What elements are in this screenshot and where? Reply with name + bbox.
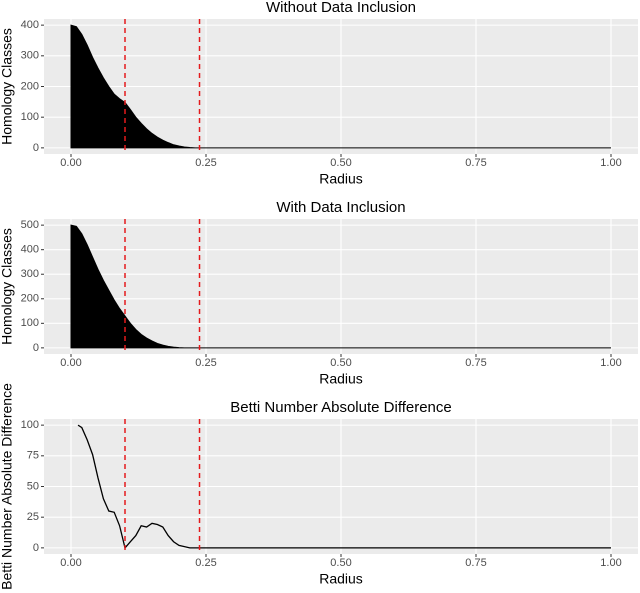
x-tick-label: 0.75 [465, 157, 486, 169]
panel-title: Betti Number Absolute Difference [230, 399, 452, 416]
y-tick-label: 50 [27, 480, 39, 492]
y-tick-label: 300 [21, 50, 39, 62]
y-axis-title: Homology Classes [0, 228, 15, 345]
x-tick-label: 0.50 [330, 157, 351, 169]
area [70, 224, 611, 349]
x-tick-label: 1.00 [600, 357, 621, 369]
panel: Without Data Inclusion 0 100 200 300 400 0.00 0… [0, 0, 638, 187]
x-axis-title: Radius [319, 171, 363, 187]
x-axis-title: Radius [319, 571, 363, 587]
y-axis-title: Homology Classes [0, 28, 15, 145]
x-tick-label: 0.75 [465, 557, 486, 569]
y-tick-label: 500 [21, 219, 39, 231]
x-tick-label: 0.25 [195, 157, 216, 169]
x-tick-label: 0.00 [60, 157, 81, 169]
y-tick-label: 200 [21, 293, 39, 305]
y-tick-label: 100 [21, 419, 39, 431]
area [70, 24, 611, 149]
y-tick-label: 0 [33, 342, 39, 354]
y-tick-label: 100 [21, 111, 39, 123]
y-tick-label: 25 [27, 511, 39, 523]
y-tick-label: 300 [21, 268, 39, 280]
y-tick-label: 100 [21, 317, 39, 329]
x-axis-title: Radius [319, 371, 363, 387]
y-tick-label: 0 [33, 142, 39, 154]
line [77, 424, 611, 550]
panel: Betti Number Absolute Difference 0 25 50 75 1… [0, 383, 638, 590]
y-tick-label: 0 [33, 542, 39, 554]
x-tick-label: 1.00 [600, 157, 621, 169]
x-tick-label: 0.00 [60, 557, 81, 569]
x-tick-label: 0.50 [330, 357, 351, 369]
y-tick-label: 75 [27, 450, 39, 462]
y-axis-title: Betti Number Absolute Difference [0, 383, 15, 590]
x-tick-label: 0.25 [195, 557, 216, 569]
x-tick-label: 1.00 [600, 557, 621, 569]
x-tick-label: 0.25 [195, 357, 216, 369]
y-tick-label: 400 [21, 244, 39, 256]
panel: With Data Inclusion 0 100 200 300 400 500 0.00 0… [0, 199, 638, 387]
y-tick-label: 400 [21, 19, 39, 31]
x-tick-label: 0.00 [60, 357, 81, 369]
x-tick-label: 0.50 [330, 557, 351, 569]
x-tick-label: 0.75 [465, 357, 486, 369]
panel-title: Without Data Inclusion [266, 0, 416, 16]
panel-title: With Data Inclusion [276, 199, 405, 216]
y-tick-label: 200 [21, 80, 39, 92]
